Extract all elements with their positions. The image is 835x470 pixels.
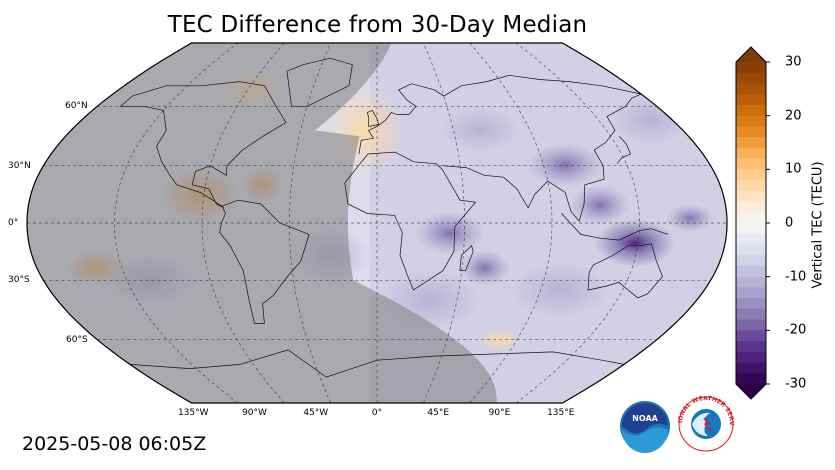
colorbar (735, 46, 770, 400)
longitude-label: 90°E (488, 408, 511, 418)
colorbar-band (736, 373, 766, 385)
colorbar-tick-label: 30 (785, 54, 802, 70)
coastline (561, 213, 669, 241)
meridian-line (289, 43, 331, 403)
coastline (129, 349, 625, 378)
colorbar-label: Vertical TEC (TECU) (810, 161, 826, 289)
colorbar-band (736, 147, 766, 160)
colorbar-band (736, 330, 766, 342)
noaa-logo: NOAA (620, 401, 670, 453)
colorbar-band (736, 244, 766, 256)
colorbar-band (736, 72, 766, 85)
map-field (27, 43, 727, 403)
colorbar-band (736, 351, 766, 364)
anomaly-region (527, 143, 603, 187)
colorbar-band (736, 126, 766, 138)
meridian-line (469, 43, 553, 403)
colorbar-band (736, 308, 766, 321)
colorbar-band (736, 255, 766, 267)
anomaly-region (570, 185, 630, 225)
map-title: TEC Difference from 30-Day Median (167, 12, 588, 38)
latitude-label: 30°N (8, 160, 31, 171)
colorbar-extend-max (736, 47, 766, 62)
longitude-label: 45°E (427, 408, 450, 418)
colorbar-tick-label: -30 (785, 376, 807, 392)
anomaly-region (610, 95, 690, 145)
colorbar-band (736, 83, 766, 95)
colorbar-band (736, 265, 766, 278)
colorbar-tick-label: 0 (785, 215, 794, 231)
colorbar-extend-min (736, 384, 766, 399)
colorbar-band (736, 137, 766, 149)
coastline (616, 136, 631, 164)
globe-outline (26, 42, 728, 404)
colorbar-band (736, 319, 766, 331)
coastline (219, 199, 310, 324)
colorbar-tick-label: -10 (785, 269, 807, 285)
colorbar-band (736, 169, 766, 181)
colorbar-band (736, 212, 766, 224)
latitude-label: 30°S (8, 275, 30, 286)
longitude-label: 135°W (177, 408, 209, 418)
longitude-label: 135°E (547, 408, 575, 418)
colorbar-band (736, 180, 766, 192)
coastline (441, 93, 642, 222)
colorbar-band (736, 341, 766, 353)
noaa-logo-text: NOAA (632, 414, 658, 423)
colorbar-band (736, 276, 766, 288)
anomaly-region (510, 262, 610, 318)
colorbar-band (736, 362, 766, 374)
longitude-label: 0° (371, 408, 383, 418)
coastline (286, 57, 353, 107)
colorbar-tick-label: -20 (785, 322, 807, 338)
longitude-label: 45°W (303, 408, 329, 418)
coastline (587, 243, 663, 299)
coastline (459, 245, 474, 272)
colorbar-band (736, 298, 766, 310)
anomaly-region (440, 108, 520, 152)
colorbar-band (736, 201, 766, 213)
anomaly-region (666, 204, 714, 232)
colorbar-tick-label: 20 (785, 108, 802, 124)
colorbar-tick-label: 10 (785, 161, 802, 177)
agency-logos: NOAA NATIONAL WEATHER SERVICE (618, 396, 735, 453)
coastline (344, 151, 477, 291)
colorbar-band (736, 287, 766, 299)
colorbar-band (736, 94, 766, 106)
anomaly-region (460, 250, 510, 286)
coastline (366, 109, 380, 127)
timestamp: 2025-05-08 06:05Z (22, 433, 207, 455)
colorbar-band (736, 115, 766, 127)
anomaly-region (595, 219, 675, 267)
latitude-label: 60°N (65, 101, 88, 112)
colorbar-band (736, 223, 766, 235)
colorbar-band (736, 158, 766, 170)
colorbar-band (736, 190, 766, 203)
anomaly-region (415, 211, 485, 255)
latitude-label: 60°S (66, 334, 88, 345)
longitude-label: 90°W (242, 408, 267, 418)
latitude-label: 0° (8, 218, 19, 228)
colorbar-band (736, 233, 766, 246)
coastline (119, 81, 287, 209)
coastline (358, 74, 642, 155)
colorbar-band (736, 62, 766, 74)
colorbar-band (736, 104, 766, 117)
